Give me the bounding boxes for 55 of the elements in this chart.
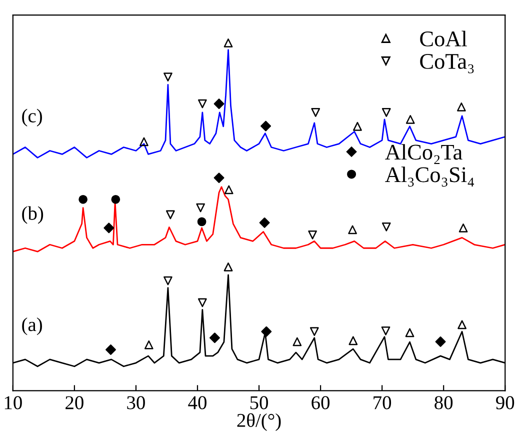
x-tick-label: 20	[66, 396, 84, 410]
x-tick-label: 90	[496, 396, 514, 410]
point	[435, 336, 446, 347]
point	[457, 102, 466, 112]
point	[259, 218, 270, 228]
point	[458, 224, 468, 232]
legend-label: Al₃Co₃Si₄	[385, 166, 474, 187]
point	[311, 108, 320, 117]
point	[310, 327, 319, 336]
point	[224, 38, 233, 48]
point	[353, 122, 362, 131]
point	[214, 172, 224, 184]
point	[214, 98, 224, 110]
x-tick-label: 30	[127, 396, 145, 410]
point	[78, 195, 88, 204]
point	[260, 120, 272, 132]
point	[224, 185, 234, 194]
point	[196, 203, 205, 212]
point	[348, 225, 357, 234]
point	[308, 230, 317, 240]
x-axis-title: 2θ/(°)	[237, 413, 281, 431]
annotation: (a)	[22, 317, 42, 336]
point	[164, 276, 172, 286]
point	[106, 344, 116, 355]
point	[166, 210, 175, 220]
legend-label: CoAl	[420, 30, 467, 46]
point	[292, 337, 302, 346]
x-tick-label: 40	[188, 396, 206, 410]
point	[198, 99, 207, 108]
x-tick-label: 70	[374, 396, 392, 410]
point	[198, 298, 207, 308]
point	[382, 222, 391, 232]
point	[140, 137, 148, 146]
x-tick-label: 50	[250, 396, 268, 410]
point	[381, 326, 390, 336]
point	[197, 217, 206, 226]
legend-label: AlCo₂Ta	[385, 144, 462, 164]
point	[348, 336, 358, 346]
point	[382, 108, 391, 117]
point	[164, 72, 172, 82]
point	[224, 262, 233, 272]
legend-label: CoTa₃	[420, 54, 474, 74]
point	[144, 340, 154, 350]
point	[104, 222, 114, 234]
point	[405, 328, 414, 338]
point	[261, 326, 272, 337]
point	[458, 320, 466, 330]
x-tick-label: 10	[4, 396, 22, 410]
x-tick-label: 60	[312, 396, 330, 410]
point	[209, 332, 220, 344]
point	[406, 115, 415, 124]
annotation: (b)	[22, 206, 44, 224]
x-tick-label: 80	[434, 396, 453, 410]
annotation: (c)	[22, 108, 42, 126]
point	[111, 195, 120, 204]
